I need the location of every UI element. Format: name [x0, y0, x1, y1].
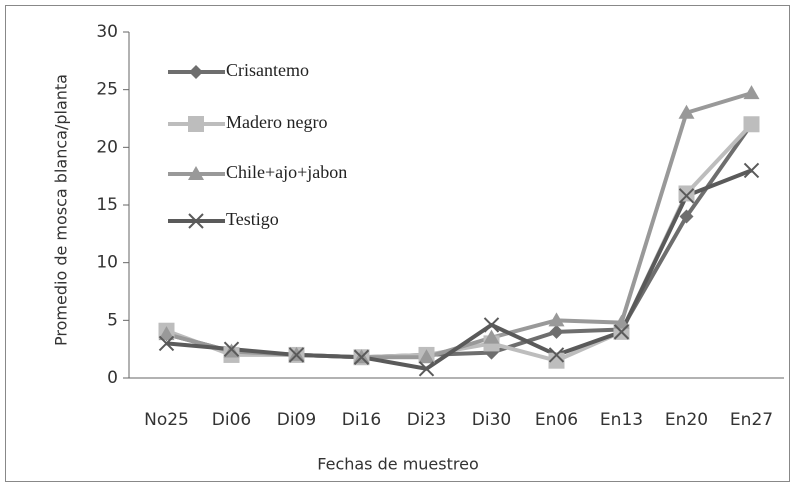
y-tick-label: 10 [96, 253, 118, 273]
y-tick-label: 15 [96, 195, 118, 215]
marker [548, 347, 565, 363]
legend-label: Testigo [226, 209, 279, 229]
marker [288, 347, 305, 363]
legend-label: Chile+ajo+jabon [226, 162, 347, 182]
marker [548, 312, 565, 327]
marker [678, 188, 695, 204]
marker [678, 104, 695, 119]
marker [188, 116, 204, 132]
x-tick-label: En20 [665, 410, 708, 430]
y-tick-label: 0 [107, 368, 118, 388]
y-axis-title: Promedio de mosca blanca/planta [52, 74, 71, 346]
marker [743, 162, 760, 179]
marker [418, 349, 435, 364]
marker [188, 213, 204, 229]
marker [418, 361, 435, 377]
marker [353, 349, 370, 365]
legend-label: Crisantemo [226, 60, 309, 80]
x-tick-label: Di23 [407, 410, 446, 430]
marker [548, 352, 565, 369]
marker [613, 324, 630, 340]
marker [678, 185, 695, 202]
legend-label: Madero negro [226, 112, 327, 132]
x-tick-label: En13 [600, 410, 643, 430]
marker [158, 335, 175, 352]
marker [189, 65, 203, 79]
marker [743, 85, 760, 100]
marker [188, 166, 204, 180]
marker [549, 324, 564, 339]
marker [223, 341, 240, 357]
marker [679, 209, 694, 224]
marker [743, 116, 760, 133]
chart-frame [5, 5, 790, 482]
marker [158, 326, 175, 341]
x-tick-label: Di16 [342, 410, 381, 430]
x-tick-label: Di09 [277, 410, 316, 430]
y-tick-label: 20 [96, 137, 118, 157]
x-tick-label: En27 [730, 410, 773, 430]
x-tick-label: No25 [144, 410, 189, 430]
x-tick-label: Di06 [212, 410, 251, 430]
series-line [166, 168, 753, 371]
x-tick-label: Di30 [472, 410, 511, 430]
x-tick-label: En06 [535, 410, 578, 430]
marker [483, 317, 500, 333]
x-axis-title: Fechas de muestreo [317, 455, 478, 474]
marker [613, 314, 630, 329]
y-tick-label: 25 [96, 80, 118, 100]
y-tick-label: 5 [107, 310, 118, 330]
marker [483, 329, 500, 344]
y-tick-label: 30 [96, 22, 118, 42]
